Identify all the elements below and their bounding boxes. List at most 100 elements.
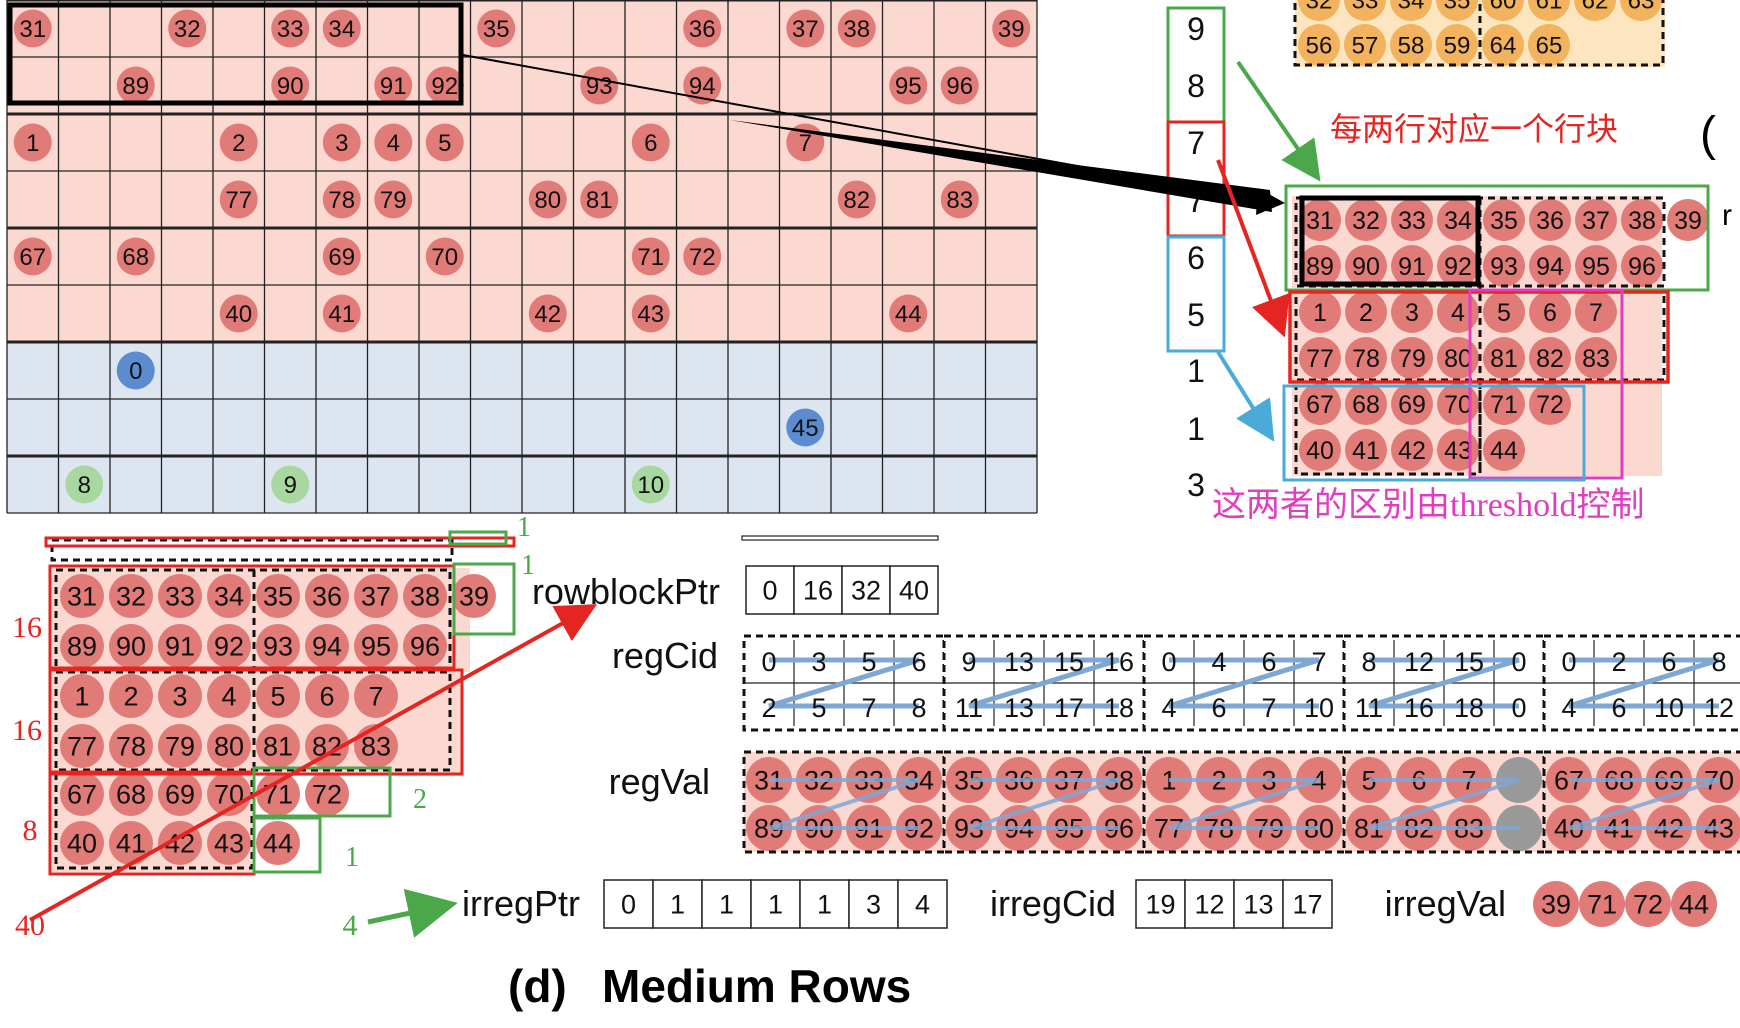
matrix-nonzero: 42 xyxy=(528,294,567,333)
circle-value: 34 xyxy=(328,16,355,43)
order-line xyxy=(968,657,1120,709)
circle-shape xyxy=(1667,199,1709,241)
circle-value: 34 xyxy=(1444,207,1472,235)
circle-shape xyxy=(1299,429,1341,471)
circle-shape xyxy=(207,624,251,668)
matrix-nonzero: 91 xyxy=(374,66,413,105)
circle-shape xyxy=(1299,291,1341,333)
circle-value: 45 xyxy=(792,415,819,442)
block-value: 82 xyxy=(1529,337,1571,379)
block-value: 79 xyxy=(158,724,202,768)
circle-value: 60 xyxy=(1490,0,1517,15)
circle-value: 38 xyxy=(410,582,440,612)
row-count: 1 xyxy=(1187,411,1205,447)
circle-value: 61 xyxy=(1536,0,1563,15)
green-frame-39 xyxy=(452,562,516,636)
block-value: 42 xyxy=(1391,429,1433,471)
circle-value: 33 xyxy=(165,582,195,612)
circle-value: 70 xyxy=(1444,391,1472,419)
circle-shape xyxy=(1483,337,1525,379)
circle-value: 41 xyxy=(1352,437,1380,465)
matrix-nonzero: 36 xyxy=(683,9,722,48)
circle-shape xyxy=(256,674,300,718)
circle-value: 44 xyxy=(263,829,293,859)
matrix-nonzero: 89 xyxy=(116,66,155,105)
regcid-value: 11 xyxy=(1355,693,1383,723)
circle-value: 72 xyxy=(312,780,342,810)
regcid-value: 18 xyxy=(1104,693,1134,723)
cut-letter: r xyxy=(1722,199,1732,232)
circle-value: 44 xyxy=(1679,890,1709,920)
block-value: 72 xyxy=(305,772,349,816)
circle-shape xyxy=(1345,383,1387,425)
circle-value: 4 xyxy=(1451,299,1465,327)
matrix-nonzero: 4 xyxy=(374,123,413,162)
array-cell xyxy=(701,879,752,929)
circle-shape xyxy=(631,123,670,162)
block-value: 93 xyxy=(256,624,300,668)
irregval-array: 39 71 72 44 xyxy=(1533,881,1717,927)
circle-shape xyxy=(940,66,979,105)
circle-shape xyxy=(207,674,251,718)
circle-shape xyxy=(109,772,153,816)
block-value: 2 xyxy=(1345,291,1387,333)
circle-value: 68 xyxy=(1352,391,1380,419)
block-size: 16 xyxy=(12,714,42,747)
regcid-group: 9 13 15 16 11 13 17 18 xyxy=(942,634,1146,732)
block-value: 78 xyxy=(109,724,153,768)
circle-shape xyxy=(219,180,258,219)
array-value: 32 xyxy=(851,576,881,606)
regval-dashed-frame xyxy=(742,750,946,854)
regcid-value: 6 xyxy=(1261,647,1276,677)
circle-value: 72 xyxy=(689,244,716,271)
block-value: 70 xyxy=(1437,383,1479,425)
circle-shape xyxy=(158,574,202,618)
circle-value: 1 xyxy=(26,130,39,157)
circle-shape xyxy=(322,237,361,276)
row-count: 1 xyxy=(1187,353,1205,389)
block-value: 96 xyxy=(1621,245,1663,287)
green-count: 1 xyxy=(517,512,531,543)
regcid-label: regCid xyxy=(612,635,718,676)
block-value: 35 xyxy=(1483,199,1525,241)
array-value: 16 xyxy=(803,576,833,606)
irregval-label: irregVal xyxy=(1385,883,1506,924)
block-value: 91 xyxy=(158,624,202,668)
circle-shape xyxy=(1299,337,1341,379)
circle-value: 81 xyxy=(263,732,293,762)
regval-dashed-frame xyxy=(1342,750,1546,854)
circle-value: 5 xyxy=(270,682,285,712)
threshold-annotation: 这两者的区别由threshold控制 xyxy=(1212,486,1645,524)
circle-value: 35 xyxy=(483,16,510,43)
matrix-nonzero: 67 xyxy=(13,237,52,276)
matrix-nonzero: 10 xyxy=(631,465,670,504)
circle-shape xyxy=(116,237,155,276)
circle-shape xyxy=(1483,245,1525,287)
cut-array-row xyxy=(741,535,939,541)
block-value: 6 xyxy=(305,674,349,718)
circle-value: 5 xyxy=(438,130,451,157)
circle-value: 32 xyxy=(116,582,146,612)
green-frame-cut xyxy=(448,530,508,546)
circle-value: 0 xyxy=(129,358,142,385)
order-line xyxy=(1368,657,1520,709)
circle-shape xyxy=(109,724,153,768)
circle-value: 1 xyxy=(74,682,89,712)
block-value: 39 xyxy=(1667,199,1709,241)
circle-value: 32 xyxy=(1306,0,1333,15)
block-value: 95 xyxy=(1575,245,1617,287)
circle-value: 71 xyxy=(1587,890,1617,920)
circle-shape xyxy=(683,66,722,105)
circle-shape xyxy=(837,180,876,219)
circle-value: 3 xyxy=(172,682,187,712)
circle-shape xyxy=(1529,199,1571,241)
array-cell xyxy=(848,879,899,929)
array-value: 4 xyxy=(915,890,930,920)
matrix-nonzero: 79 xyxy=(374,180,413,219)
orange-value: 60 xyxy=(1482,0,1524,21)
circle-shape xyxy=(354,624,398,668)
cut-red-frame xyxy=(44,536,516,548)
block-value: 31 xyxy=(60,574,104,618)
row-count: 5 xyxy=(1187,297,1205,333)
